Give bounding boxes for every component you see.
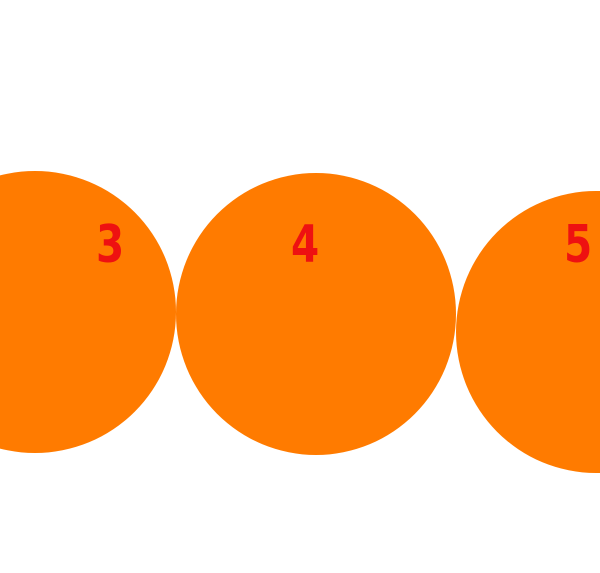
circle-3[interactable] (0, 171, 176, 453)
circle-4[interactable] (176, 173, 456, 455)
number-label-5: 5 (564, 215, 593, 275)
number-label-3: 3 (96, 215, 125, 275)
number-label-4: 4 (291, 215, 320, 275)
